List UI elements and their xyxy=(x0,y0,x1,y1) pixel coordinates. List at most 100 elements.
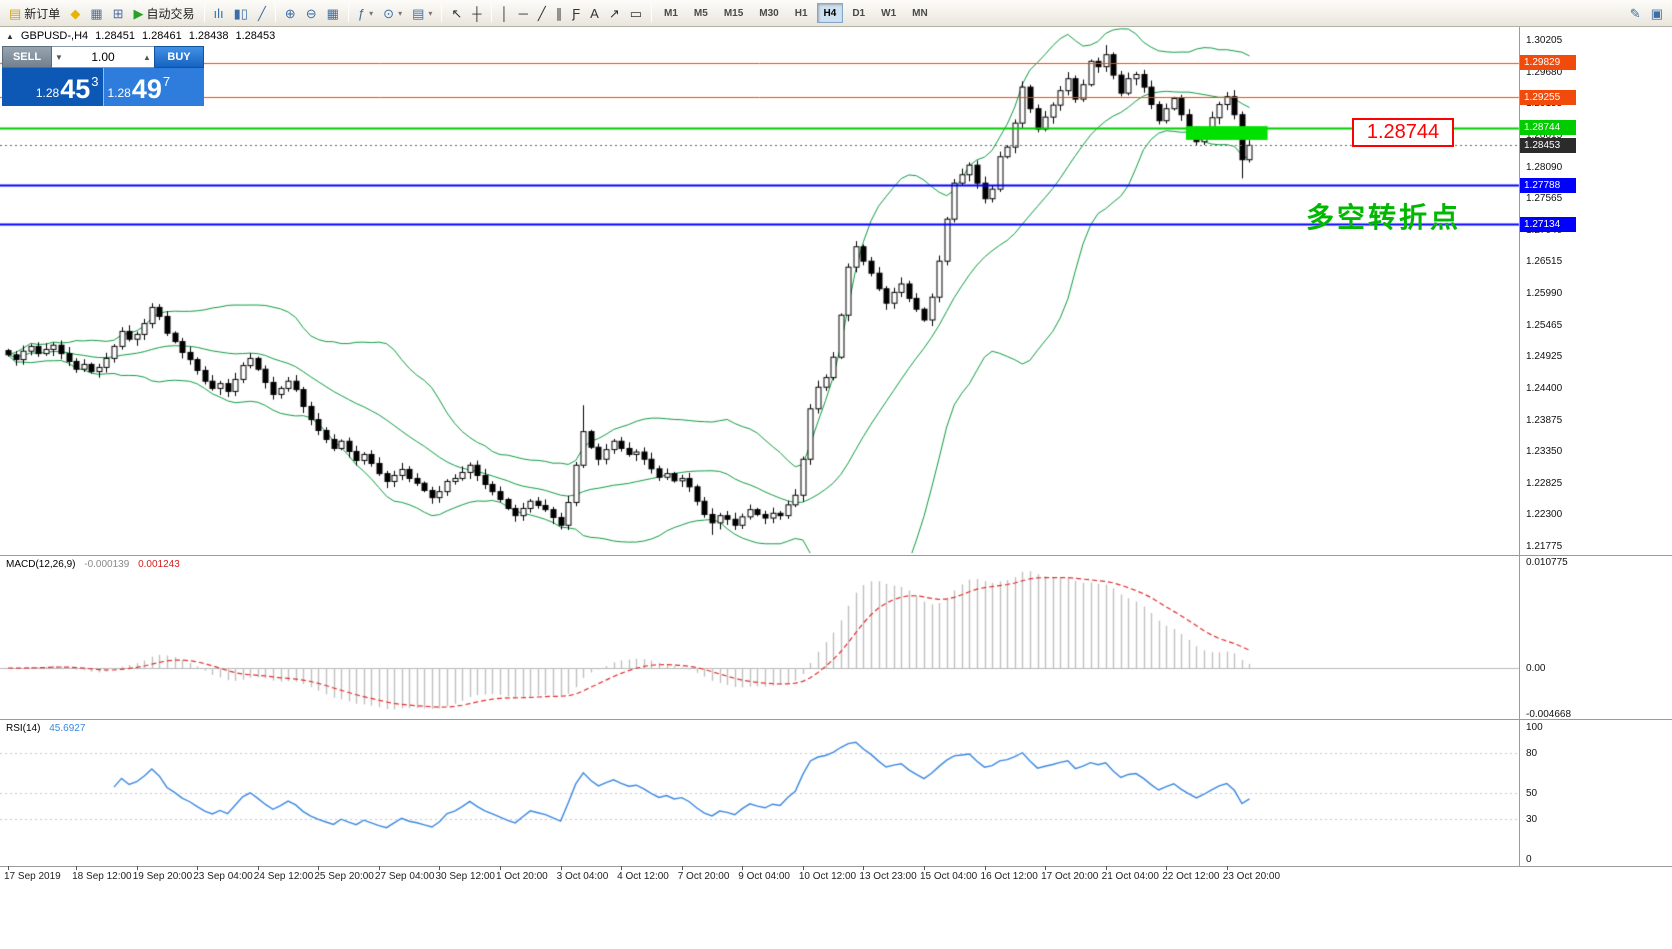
macd-axis-label: 0.010775 xyxy=(1526,557,1568,569)
time-axis-label: 13 Oct 23:00 xyxy=(859,871,917,882)
tile-windows-icon-glyph: ▦ xyxy=(326,5,339,21)
tf-m5[interactable]: M5 xyxy=(687,3,715,23)
tf-m30[interactable]: M30 xyxy=(752,3,785,23)
time-axis-label: 17 Sep 2019 xyxy=(4,871,61,882)
tf-d1[interactable]: D1 xyxy=(845,3,872,23)
buy-price-pip: 7 xyxy=(162,74,171,89)
new-order-button[interactable]: ▤ 新订单 xyxy=(4,2,65,24)
price-axis-label: 1.23350 xyxy=(1526,446,1563,458)
zoom-out-icon[interactable]: ⊖ xyxy=(301,2,322,24)
tf-mn[interactable]: MN xyxy=(905,3,935,23)
text-icon[interactable]: A xyxy=(585,2,604,24)
crosshair-icon[interactable]: ┼ xyxy=(467,2,486,24)
chart-window-icon-glyph: ▦ xyxy=(90,5,103,21)
channel-icon[interactable]: ∥ xyxy=(551,2,568,24)
toolbar-separator xyxy=(203,4,205,22)
price-axis-label: 1.27565 xyxy=(1526,193,1563,205)
tf-h1[interactable]: H1 xyxy=(788,3,815,23)
templates-icon[interactable]: ▤ ▾ xyxy=(407,2,437,24)
periods-icon[interactable]: ⊙ ▾ xyxy=(378,2,407,24)
shapes-icon[interactable]: ▭ xyxy=(625,2,647,24)
sell-price-prefix: 1.28 xyxy=(35,86,60,100)
tf-m15[interactable]: M15 xyxy=(717,3,750,23)
time-axis-label: 27 Sep 04:00 xyxy=(374,871,435,882)
new-order-button-label: 新订单 xyxy=(24,6,61,21)
price-level-annotation[interactable]: 1.28744 xyxy=(1352,118,1454,147)
trendline-icon-glyph: ╱ xyxy=(537,5,546,21)
horizontal-line-icon[interactable]: ─ xyxy=(514,2,533,24)
macd-label: MACD(12,26,9) -0.000139 0.001243 xyxy=(6,559,180,570)
dropdown-arrow-icon: ▾ xyxy=(369,8,374,18)
navigator-icon[interactable]: ⊞ xyxy=(108,2,129,24)
tf-m1[interactable]: M1 xyxy=(657,3,685,23)
symbol-ohlc-line: ▲ GBPUSD-,H4 1.28451 1.28461 1.28438 1.2… xyxy=(6,30,275,42)
tf-w1[interactable]: W1 xyxy=(874,3,903,23)
cursor-icon[interactable]: ↖ xyxy=(446,2,467,24)
toolbar-separator xyxy=(441,4,443,22)
lot-size-field[interactable]: ▼ 1.00 ▲ xyxy=(52,46,154,68)
macd-name: MACD(12,26,9) xyxy=(6,559,76,570)
turning-point-annotation[interactable]: 多空转折点 xyxy=(1306,202,1462,233)
buy-price-display[interactable]: 1.28 49 7 xyxy=(102,68,204,106)
vertical-line-icon[interactable]: │ xyxy=(496,2,514,24)
lot-increase-icon[interactable]: ▲ xyxy=(143,52,151,62)
macd-main-value: -0.000139 xyxy=(84,559,130,570)
rsi-axis-label: 30 xyxy=(1526,814,1538,826)
macd-signal-value: 0.001243 xyxy=(138,559,180,570)
arrows-icon[interactable]: ↗ xyxy=(604,2,625,24)
time-axis-tick xyxy=(8,866,9,870)
time-axis-tick xyxy=(742,866,744,870)
panel-splitter-macd-rsi[interactable] xyxy=(0,719,1672,720)
text-icon-glyph: A xyxy=(590,5,599,21)
sell-price-digits: 45 xyxy=(60,74,91,105)
market-watch-icon[interactable]: ◆ xyxy=(65,2,85,24)
time-axis-tick xyxy=(136,866,138,870)
line-chart-icon[interactable]: ╱ xyxy=(253,2,271,24)
toolbar-separator xyxy=(490,4,492,22)
snapshot-icon[interactable]: ▣ xyxy=(1646,2,1668,24)
candlestick-chart-icon-glyph: ▮▯ xyxy=(233,5,248,21)
trendline-icon[interactable]: ╱ xyxy=(533,2,551,24)
buy-price-prefix: 1.28 xyxy=(107,86,131,100)
indicators-icon[interactable]: ƒ ▾ xyxy=(353,2,378,24)
candlestick-chart-icon[interactable]: ▮▯ xyxy=(229,2,253,24)
price-axis-label: 1.28090 xyxy=(1526,161,1563,173)
buy-button[interactable]: BUY xyxy=(154,46,204,68)
lot-value: 1.00 xyxy=(91,50,115,64)
tf-h4[interactable]: H4 xyxy=(816,3,844,23)
crosshair-icon-glyph: ┼ xyxy=(472,5,482,21)
time-axis-tick xyxy=(500,866,502,870)
market-watch-icon-glyph: ◆ xyxy=(70,5,81,21)
lot-decrease-icon[interactable]: ▼ xyxy=(55,52,63,62)
panel-splitter-main-macd[interactable] xyxy=(0,555,1672,556)
sell-button[interactable]: SELL xyxy=(2,46,52,68)
fibonacci-icon-glyph: Ƒ xyxy=(572,5,581,21)
navigator-icon-glyph: ⊞ xyxy=(112,5,124,21)
arrows-icon-glyph: ↗ xyxy=(608,5,620,21)
time-axis-label: 25 Sep 20:00 xyxy=(314,871,374,882)
buy-price-digits: 49 xyxy=(131,74,162,105)
toolbar-separator xyxy=(347,4,349,22)
pencil-icon[interactable]: ✎ xyxy=(1625,2,1646,24)
sell-price-display[interactable]: 1.28 45 3 xyxy=(2,68,103,106)
chart-window-icon[interactable]: ▦ xyxy=(85,2,107,24)
time-axis-tick xyxy=(197,866,199,870)
zoom-in-icon[interactable]: ⊕ xyxy=(280,2,301,24)
one-click-collapse-icon[interactable]: ▲ xyxy=(6,31,14,41)
price-axis-label: 1.21775 xyxy=(1526,541,1563,552)
autotrading-button[interactable]: ▶ 自动交易 xyxy=(129,2,200,24)
rsi-axis-label: 50 xyxy=(1526,788,1538,799)
time-axis-tick xyxy=(1226,866,1228,870)
indicators-icon-glyph: ƒ xyxy=(357,5,366,21)
time-axis-tick xyxy=(621,866,623,870)
tile-windows-icon[interactable]: ▦ xyxy=(322,2,344,24)
price-axis-separator xyxy=(1519,27,1520,866)
bar-chart-icon[interactable]: ılı xyxy=(209,2,229,24)
snapshot-icon-glyph: ▣ xyxy=(1650,5,1663,21)
fibonacci-icon[interactable]: Ƒ xyxy=(567,2,585,24)
toolbar-separator xyxy=(274,4,276,22)
time-axis-label: 22 Oct 12:00 xyxy=(1162,871,1220,882)
price-axis-label: 1.30205 xyxy=(1526,35,1563,46)
